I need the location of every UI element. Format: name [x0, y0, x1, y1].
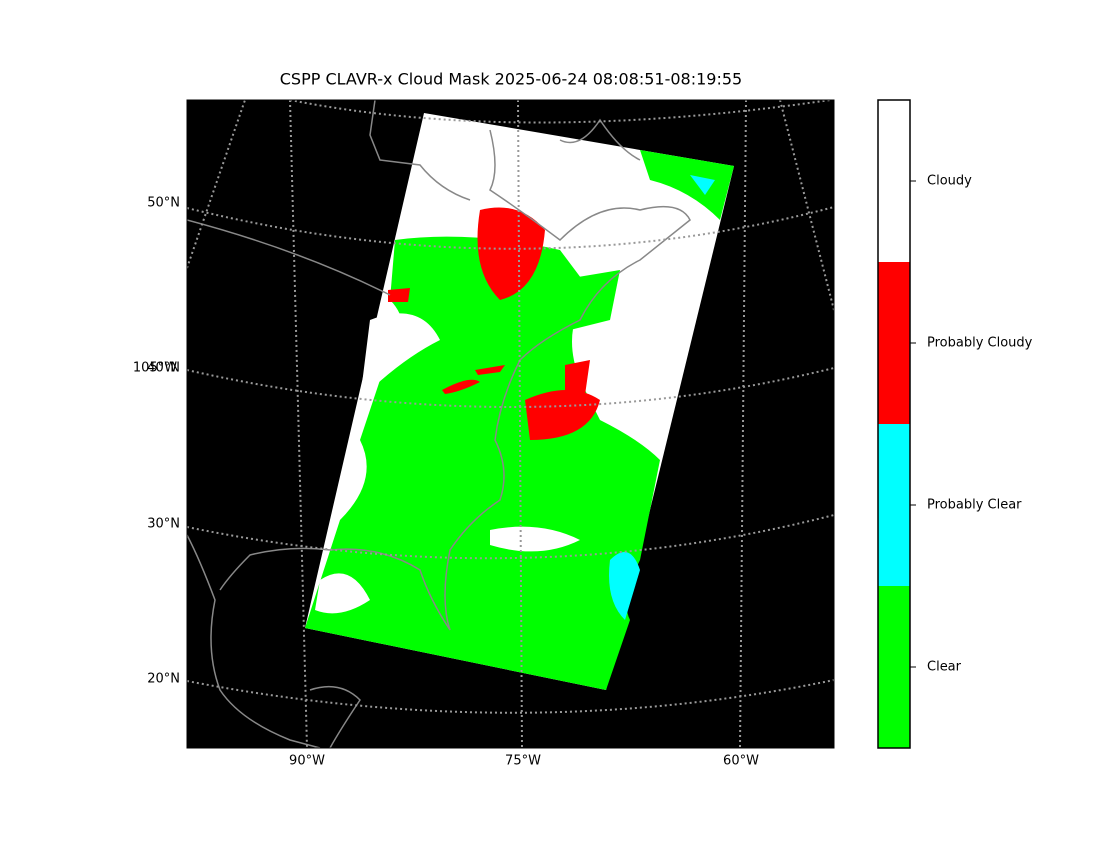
- parallel: [187, 206, 834, 250]
- map-frame: [186, 99, 835, 749]
- meridian: [289, 100, 308, 748]
- parallel: [187, 367, 834, 408]
- graticule: [187, 100, 834, 748]
- colorbar-label: Cloudy: [927, 174, 972, 189]
- probably-clear-patches: [609, 175, 715, 620]
- colorbar-segment: [878, 262, 910, 424]
- colorbar-label: Probably Cloudy: [927, 336, 1033, 351]
- parallel: [289, 100, 831, 124]
- meridian: [779, 100, 834, 311]
- lat-label: 40°N: [147, 361, 180, 376]
- lat-label: 20°N: [147, 672, 180, 687]
- colorbar-label: Probably Clear: [927, 498, 1022, 513]
- cloud-patches: [315, 313, 680, 614]
- map-title: CSPP CLAVR-x Cloud Mask 2025-06-24 08:08…: [280, 70, 742, 89]
- map-area: [187, 100, 834, 748]
- lon-label: 60°W: [723, 754, 759, 769]
- meridian: [739, 100, 747, 748]
- colorbar-segment: [878, 586, 910, 748]
- colorbar-segment: [878, 100, 910, 262]
- parallel: [187, 679, 834, 714]
- colorbar: Clear Probably Clear Probably Cloudy Cloudy: [877, 99, 1033, 749]
- lon-label: 105°W: [133, 361, 177, 376]
- colorbar-label: Clear: [927, 660, 962, 675]
- colorbar-frame: [877, 99, 911, 749]
- lat-label: 30°N: [147, 517, 180, 532]
- colorbar-segment: [878, 424, 910, 586]
- parallel: [187, 514, 834, 560]
- lon-label: 75°W: [505, 754, 541, 769]
- axis-labels: 50°N 40°N 30°N 20°N 105°W 90°W 75°W 60°W: [133, 196, 759, 769]
- meridian: [517, 100, 523, 748]
- lat-label: 50°N: [147, 196, 180, 211]
- probably-cloudy-patches: [388, 207, 600, 440]
- lon-label: 90°W: [289, 754, 325, 769]
